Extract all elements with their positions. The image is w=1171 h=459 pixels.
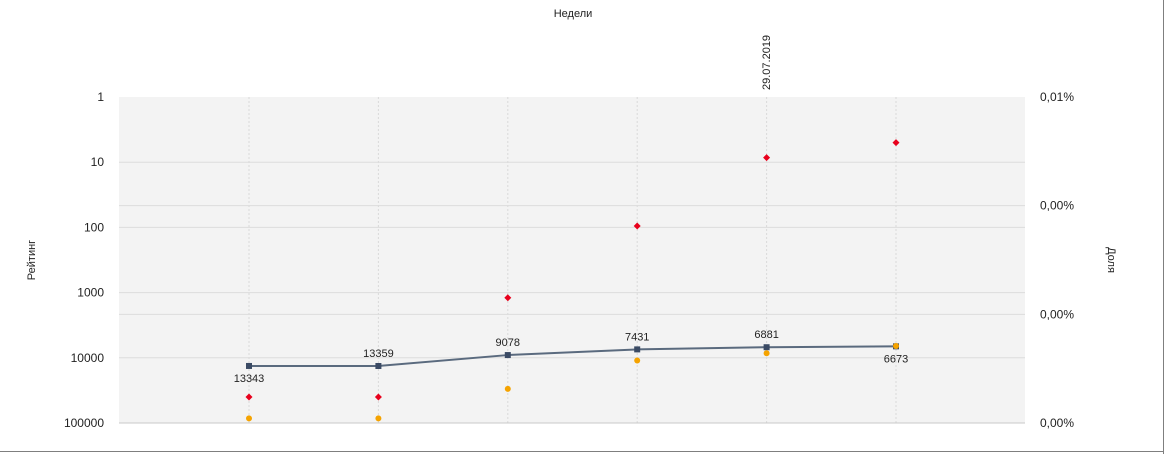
orange-point — [634, 357, 641, 364]
line-point — [763, 344, 770, 351]
y-tick-label: 10 — [91, 155, 105, 169]
y-tick-label: 1000 — [77, 286, 104, 300]
plot-area — [119, 97, 1025, 423]
line-point — [504, 352, 511, 359]
series — [245, 139, 900, 422]
data-label: 13343 — [234, 373, 265, 385]
line-point — [375, 363, 382, 370]
date-label: 29.07.2019 — [761, 35, 773, 90]
orange-point — [763, 350, 770, 357]
data-label: 6673 — [884, 353, 908, 365]
chart-title: Недели — [554, 8, 593, 20]
red-point — [633, 222, 641, 230]
y-tick-label: 100 — [84, 220, 104, 234]
red-point — [763, 154, 771, 162]
y-axis-label: Рейтинг — [26, 240, 38, 280]
orange-point — [893, 343, 899, 350]
data-label: 7431 — [625, 331, 649, 343]
data-label: 6881 — [754, 329, 778, 341]
y2-tick-label: 0,00% — [1040, 416, 1074, 430]
red-point — [374, 393, 382, 401]
y2-axis-label: Доля — [1105, 247, 1117, 273]
orange-point — [504, 385, 511, 392]
orange-point — [375, 415, 382, 422]
data-label: 9078 — [496, 337, 520, 349]
y2-tick-label: 0,00% — [1040, 307, 1074, 321]
frame-bottom-edge — [0, 451, 1164, 452]
red-point — [504, 294, 512, 302]
y-tick-label: 100000 — [64, 416, 104, 430]
y2-tick-label: 0,01% — [1040, 90, 1074, 104]
data-label: 13359 — [363, 348, 394, 360]
y2-tick-label: 0,00% — [1040, 199, 1074, 213]
line-series — [248, 345, 897, 368]
red-point — [892, 139, 900, 147]
y2-tick-labels: 0,01% 0,00% 0,00% 0,00% — [1040, 90, 1074, 430]
line-point — [246, 362, 252, 369]
grid — [119, 97, 1025, 423]
frame-right-edge — [1163, 0, 1164, 454]
line-point — [634, 346, 641, 353]
y-tick-label: 1 — [97, 90, 104, 104]
red-point — [245, 393, 253, 401]
y-tick-label: 10000 — [71, 351, 105, 365]
orange-point — [246, 415, 252, 422]
data-labels: 13343 13359 9078 7431 6881 6673 — [234, 329, 909, 385]
y-tick-labels: 1 10 100 1000 10000 100000 — [64, 90, 104, 430]
